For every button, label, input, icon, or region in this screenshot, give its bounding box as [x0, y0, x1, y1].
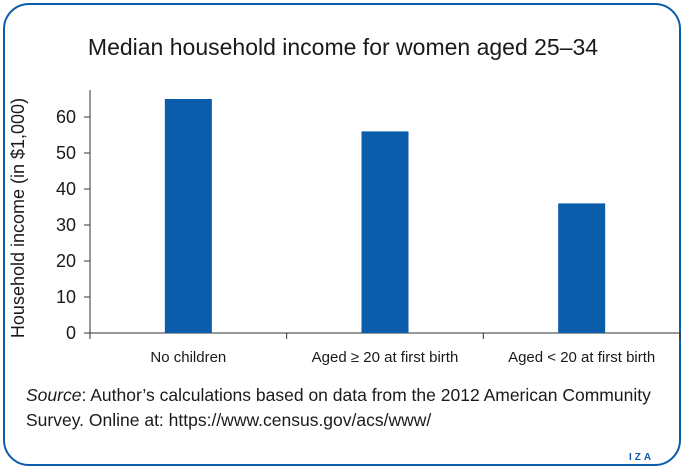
y-tick-label: 10 — [56, 287, 76, 307]
y-tick-label: 40 — [56, 179, 76, 199]
source-note: Source: Author’s calculations based on d… — [26, 383, 666, 433]
chart-title: Median household income for women aged 2… — [87, 34, 599, 60]
bar — [361, 131, 409, 333]
y-axis-label: Household income (in $1,000) — [8, 98, 28, 338]
x-tick-label: Aged ≥ 20 at first birth — [312, 349, 459, 366]
y-tick-labels: 0 10 20 30 40 50 60 — [56, 107, 76, 343]
x-tick-label: Aged < 20 at first birth — [508, 349, 655, 366]
y-tick-label: 30 — [56, 215, 76, 235]
y-tick-label: 50 — [56, 143, 76, 163]
x-tick-label: No children — [150, 349, 226, 366]
y-tick-label: 60 — [56, 107, 76, 127]
bar — [164, 99, 212, 333]
x-tick-labels: No children Aged ≥ 20 at first birth Aged … — [150, 349, 655, 366]
source-label: Source — [26, 385, 82, 405]
y-tick-label: 20 — [56, 251, 76, 271]
bar — [558, 203, 606, 333]
y-tick-label: 0 — [66, 323, 76, 343]
chart-bars — [164, 99, 606, 333]
iza-logo: IZA — [626, 452, 658, 463]
source-text: : Author’s calculations based on data fr… — [26, 385, 651, 430]
